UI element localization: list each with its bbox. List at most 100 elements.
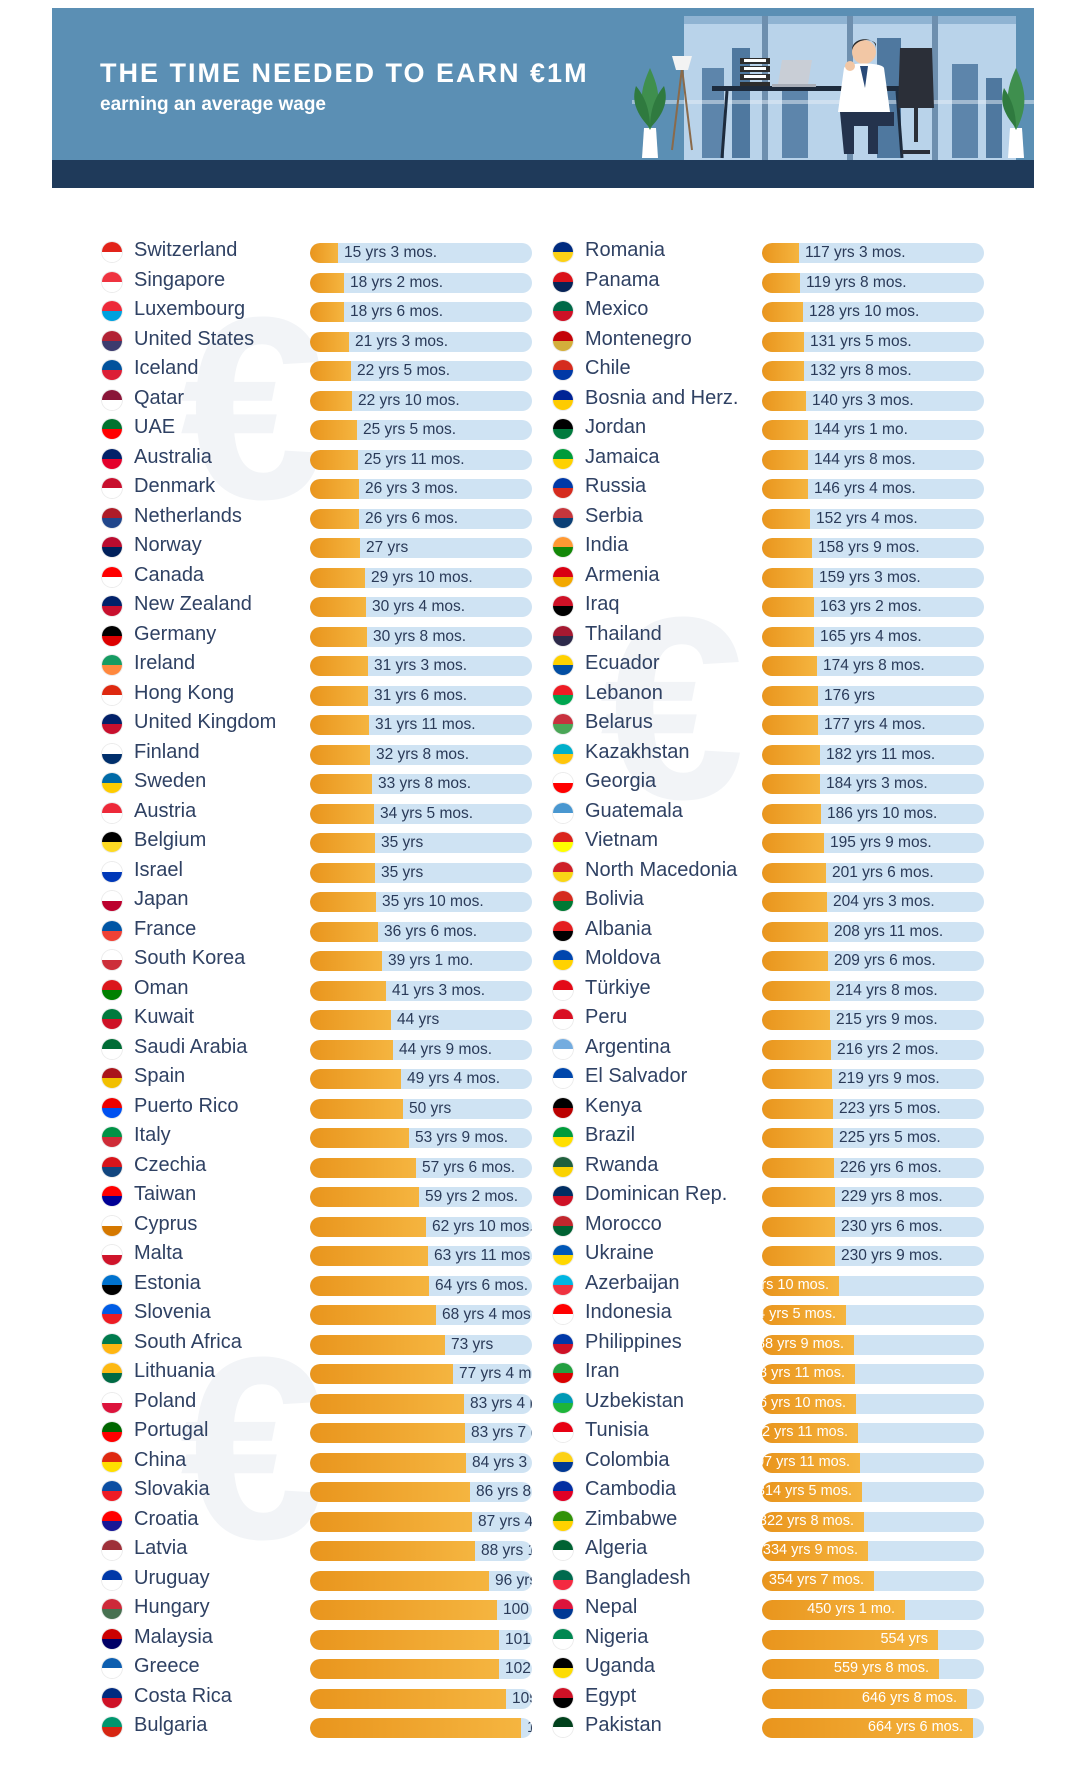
bar (762, 1364, 855, 1384)
bar-track: 314 yrs 5 mos. (762, 1482, 984, 1502)
bar-value-label: 114 yrs 1 mo. (527, 1719, 532, 1736)
bar-track: 176 yrs (762, 686, 984, 706)
bar (762, 1630, 938, 1650)
flag-icon (102, 1186, 122, 1206)
bar (762, 951, 828, 971)
flag-icon (553, 1570, 573, 1590)
chart-row: Bolivia 204 yrs 3 mos. (553, 887, 984, 913)
bar-value-label: 59 yrs 2 mos. (425, 1188, 519, 1205)
chart-row: Iraq 163 yrs 2 mos. (553, 592, 984, 618)
country-label: Uganda (585, 1655, 656, 1677)
country-label: Bolivia (585, 888, 644, 910)
bar (762, 892, 827, 912)
bar (310, 1158, 416, 1178)
flag-icon (102, 744, 122, 764)
flag-icon (553, 1127, 573, 1147)
flag-icon (102, 1157, 122, 1177)
country-label: Finland (134, 741, 200, 763)
bar (310, 922, 378, 942)
bar-track: 132 yrs 8 mos. (762, 361, 984, 381)
flag-icon (102, 1540, 122, 1560)
country-label: Bangladesh (585, 1567, 691, 1589)
bar (310, 1689, 506, 1709)
bar-track: 144 yrs 8 mos. (762, 450, 984, 470)
flag-icon (102, 360, 122, 380)
country-label: Nepal (585, 1596, 638, 1618)
bar-track: 32 yrs 8 mos. (310, 745, 532, 765)
flag-icon (553, 449, 573, 469)
bar-value-label: 35 yrs (381, 864, 424, 881)
bar (762, 863, 826, 883)
chart-row: Luxembourg 18 yrs 6 mos. (102, 297, 532, 323)
country-label: Slovakia (134, 1478, 210, 1500)
bar-value-label: 184 yrs 3 mos. (826, 775, 928, 792)
bar (310, 1217, 426, 1237)
bar (310, 479, 359, 499)
flag-icon (102, 419, 122, 439)
bar-track: 165 yrs 4 mos. (762, 627, 984, 647)
bar (762, 1099, 833, 1119)
bar-track: 322 yrs 8 mos. (762, 1512, 984, 1532)
bar-track: 36 yrs 6 mos. (310, 922, 532, 942)
bar-value-label: 174 yrs 8 mos. (823, 657, 925, 674)
bar (762, 332, 804, 352)
bar-track: 64 yrs 6 mos. (310, 1276, 532, 1296)
flag-icon (553, 1393, 573, 1413)
bar-value-label: 57 yrs 6 mos. (422, 1159, 516, 1176)
bar (310, 1276, 429, 1296)
chart-row: Sweden 33 yrs 8 mos. (102, 769, 532, 795)
country-label: Oman (134, 977, 189, 999)
flag-icon (553, 1275, 573, 1295)
country-label: Puerto Rico (134, 1095, 239, 1117)
bar-value-label: 105 yrs 10 mos. (512, 1690, 532, 1707)
bar (310, 1187, 419, 1207)
bar-value-label: 132 yrs 8 mos. (810, 362, 912, 379)
bar-value-label: 216 yrs 2 mos. (837, 1041, 939, 1058)
bar-track: 83 yrs 4 mos. (310, 1394, 532, 1414)
bar-value-label: 302 yrs 11 mos. (762, 1424, 848, 1440)
country-label: Jamaica (585, 446, 660, 468)
chart-row: Lebanon 176 yrs (553, 681, 984, 707)
chart-row: Germany 30 yrs 8 mos. (102, 622, 532, 648)
bar-track: 88 yrs 11 mos. (310, 1541, 532, 1561)
chart-row: Bangladesh 354 yrs 7 mos. (553, 1566, 984, 1592)
bar-track: 159 yrs 3 mos. (762, 568, 984, 588)
bar-track: 163 yrs 2 mos. (762, 597, 984, 617)
country-label: Azerbaijan (585, 1272, 680, 1294)
country-label: Malta (134, 1242, 183, 1264)
country-label: Brazil (585, 1124, 636, 1146)
country-label: United Kingdom (134, 711, 277, 733)
bar-track: 41 yrs 3 mos. (310, 981, 532, 1001)
flag-icon (102, 272, 122, 292)
bar (310, 1482, 470, 1502)
chart-row: Romania 117 yrs 3 mos. (553, 238, 984, 264)
bar-track: 219 yrs 9 mos. (762, 1069, 984, 1089)
country-label: Belgium (134, 829, 207, 851)
bar-value-label: 554 yrs (880, 1631, 928, 1647)
bar (310, 568, 365, 588)
flag-icon (102, 921, 122, 941)
bar (762, 1246, 835, 1266)
bar (762, 981, 830, 1001)
bar (762, 627, 814, 647)
country-label: Hong Kong (134, 682, 235, 704)
chart-row: Estonia 64 yrs 6 mos. (102, 1271, 532, 1297)
country-label: Netherlands (134, 505, 242, 527)
bar-value-label: 26 yrs 6 mos. (365, 510, 459, 527)
bar-value-label: 559 yrs 8 mos. (833, 1660, 929, 1676)
bar-value-label: 159 yrs 3 mos. (819, 569, 921, 586)
country-label: Denmark (134, 475, 216, 497)
country-label: Bosnia and Herz. (585, 387, 739, 409)
bar-track: 84 yrs 3 mos. (310, 1453, 532, 1473)
chart-row: Nigeria 554 yrs (553, 1625, 984, 1651)
chart-row: Indonesia 264 yrs 5 mos. (553, 1300, 984, 1326)
bar-value-label: 230 yrs 6 mos. (841, 1218, 943, 1235)
country-label: Dominican Rep. (585, 1183, 728, 1205)
bar-track: 26 yrs 6 mos. (310, 509, 532, 529)
bar (762, 745, 820, 765)
bar (310, 243, 338, 263)
country-label: Thailand (585, 623, 662, 645)
bar (762, 715, 818, 735)
chart-row: Netherlands 26 yrs 6 mos. (102, 504, 532, 530)
bar (310, 656, 368, 676)
